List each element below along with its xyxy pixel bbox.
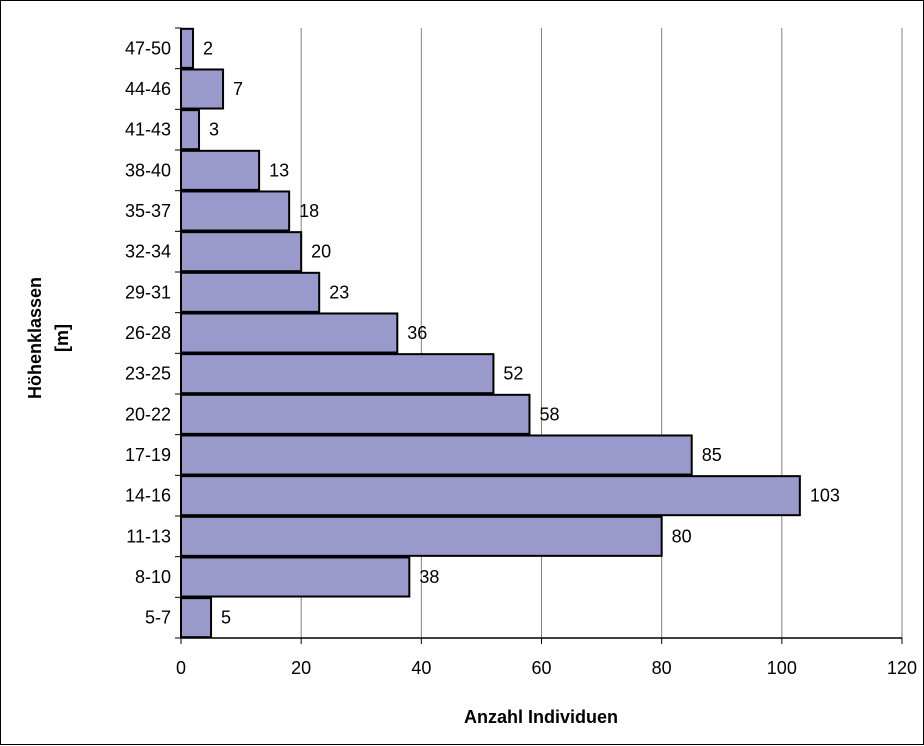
data-label-41-43: 3: [209, 120, 219, 140]
y-tick-label-17-19: 17-19: [125, 445, 171, 465]
y-tick-label-20-22: 20-22: [125, 404, 171, 424]
axes: [175, 27, 903, 644]
bar-35-37: [180, 190, 291, 232]
y-tick-label-8-10: 8-10: [135, 567, 171, 587]
x-tick-label-20: 20: [291, 658, 311, 678]
data-label-23-25: 52: [503, 364, 523, 384]
y-tick-label-5-7: 5-7: [145, 608, 171, 628]
bar-26-28: [180, 312, 399, 354]
y-axis-title-line-2: [m]: [52, 324, 72, 352]
y-axis-title-line-1: Höhenklassen: [25, 277, 45, 399]
bar-11-13: [180, 515, 663, 557]
bar-44-46: [180, 68, 225, 110]
bar-23-25: [180, 353, 495, 395]
data-label-26-28: 36: [407, 323, 427, 343]
x-tick-label-100: 100: [767, 658, 797, 678]
labels: 0 20 40 60 80 100 120 5-7 5 8-10 38 11-13 80 14-16 103…: [125, 38, 917, 678]
x-tick-label-60: 60: [531, 658, 551, 678]
y-tick-label-32-34: 32-34: [125, 242, 171, 262]
data-label-8-10: 38: [419, 567, 439, 587]
y-tick-label-26-28: 26-28: [125, 323, 171, 343]
y-tick-label-11-13: 11-13: [126, 526, 171, 546]
y-tick-label-35-37: 35-37: [125, 201, 171, 221]
x-tick-label-40: 40: [411, 658, 431, 678]
y-tick-label-44-46: 44-46: [125, 79, 171, 99]
x-tick-label-80: 80: [652, 658, 672, 678]
bar-47-50: [180, 27, 195, 69]
bar-41-43: [180, 109, 201, 151]
bar-29-31: [180, 271, 321, 313]
data-label-38-40: 13: [269, 160, 289, 180]
bar-32-34: [180, 231, 303, 273]
data-label-35-37: 18: [299, 201, 319, 221]
bar-8-10: [180, 556, 411, 598]
y-tick-label-38-40: 38-40: [125, 160, 171, 180]
data-label-32-34: 20: [311, 242, 331, 262]
bar-17-19: [180, 434, 693, 476]
bar-20-22: [180, 393, 531, 435]
y-tick-label-47-50: 47-50: [125, 38, 171, 58]
y-tick-label-41-43: 41-43: [125, 120, 171, 140]
bar-5-7: [180, 597, 213, 639]
bars: [180, 27, 801, 639]
bar-38-40: [180, 149, 261, 191]
data-label-29-31: 23: [329, 282, 349, 302]
x-axis-title: Anzahl Individuen: [464, 707, 618, 727]
data-label-47-50: 2: [203, 38, 213, 58]
y-tick-label-14-16: 14-16: [125, 486, 171, 506]
x-tick-label-0: 0: [176, 658, 186, 678]
data-label-14-16: 103: [810, 486, 840, 506]
x-tick-label-120: 120: [887, 658, 917, 678]
y-tick-label-29-31: 29-31: [125, 282, 171, 302]
data-label-5-7: 5: [221, 608, 231, 628]
bar-14-16: [180, 475, 801, 517]
data-label-44-46: 7: [233, 79, 243, 99]
y-tick-label-23-25: 23-25: [125, 364, 171, 384]
y-axis-title: Höhenklassen [m]: [25, 277, 72, 399]
data-label-11-13: 80: [672, 526, 692, 546]
data-label-17-19: 85: [702, 445, 722, 465]
data-label-20-22: 58: [539, 404, 559, 424]
